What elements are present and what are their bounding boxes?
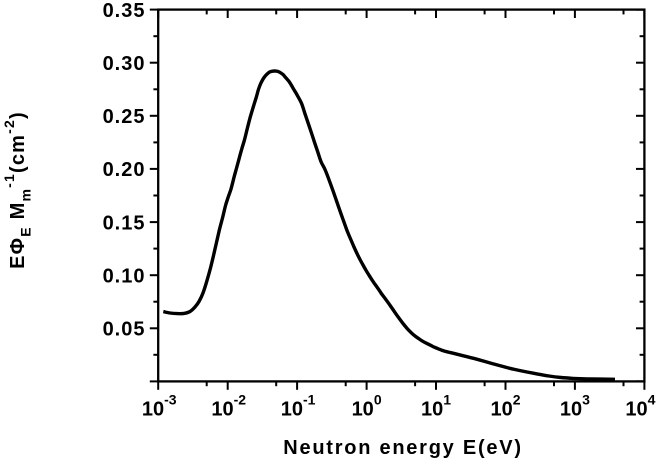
svg-text:EΦE Mm-1(cm-2): EΦE Mm-1(cm-2): [1, 111, 34, 269]
svg-text:Neutron energy E(eV): Neutron energy E(eV): [283, 437, 522, 459]
svg-text:0.10: 0.10: [103, 265, 146, 287]
svg-text:0.20: 0.20: [103, 159, 146, 181]
svg-text:0.30: 0.30: [103, 53, 146, 75]
svg-text:0.25: 0.25: [103, 106, 146, 128]
svg-text:0.15: 0.15: [103, 212, 146, 234]
svg-text:0.35: 0.35: [103, 0, 146, 22]
svg-text:0.05: 0.05: [103, 319, 146, 341]
